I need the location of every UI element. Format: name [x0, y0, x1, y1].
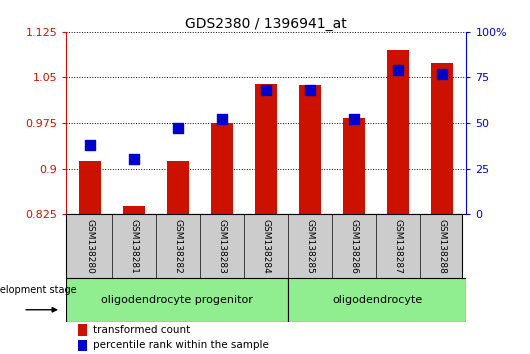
Point: [350, 116, 358, 122]
Text: GSM138283: GSM138283: [218, 218, 227, 274]
Bar: [431, 63, 453, 214]
Bar: [343, 118, 365, 214]
Point: [86, 142, 95, 148]
Point: [306, 87, 314, 93]
Text: percentile rank within the sample: percentile rank within the sample: [93, 340, 269, 350]
Text: transformed count: transformed count: [93, 325, 190, 335]
Text: GSM138287: GSM138287: [394, 218, 403, 274]
Text: GSM138280: GSM138280: [86, 218, 95, 274]
Text: GSM138288: GSM138288: [438, 218, 447, 274]
Text: GSM138286: GSM138286: [350, 218, 359, 274]
Text: GSM138285: GSM138285: [306, 218, 315, 274]
Bar: [167, 161, 189, 214]
Point: [438, 71, 446, 76]
Bar: [80, 161, 101, 214]
Text: GSM138281: GSM138281: [130, 218, 139, 274]
Bar: [211, 123, 233, 214]
Title: GDS2380 / 1396941_at: GDS2380 / 1396941_at: [186, 17, 347, 31]
Bar: [123, 206, 145, 214]
Bar: [255, 84, 277, 214]
Point: [394, 67, 402, 73]
Bar: [78, 340, 87, 351]
Text: GSM138284: GSM138284: [262, 219, 271, 273]
Bar: [387, 50, 409, 214]
Bar: [78, 324, 87, 336]
Bar: [288, 278, 466, 322]
Text: oligodendrocyte: oligodendrocyte: [332, 295, 422, 305]
Point: [174, 126, 183, 131]
Text: development stage: development stage: [0, 285, 77, 295]
Bar: [66, 278, 288, 322]
Point: [130, 156, 139, 162]
Point: [262, 87, 270, 93]
Bar: [299, 85, 321, 214]
Text: GSM138282: GSM138282: [174, 219, 183, 273]
Point: [218, 116, 227, 122]
Text: oligodendrocyte progenitor: oligodendrocyte progenitor: [101, 295, 253, 305]
